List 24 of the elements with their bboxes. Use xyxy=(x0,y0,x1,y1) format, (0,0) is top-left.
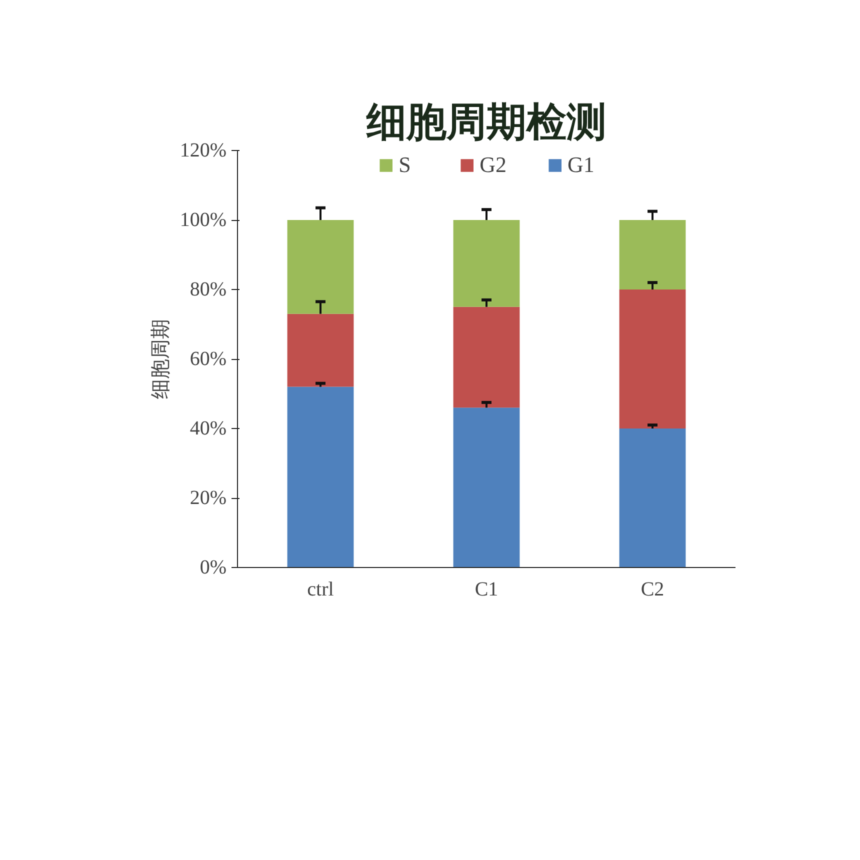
x-tick-label: ctrl xyxy=(307,578,334,600)
bar xyxy=(287,220,354,314)
chart-title: 细胞周期检测 xyxy=(366,100,606,146)
bar xyxy=(619,290,686,428)
bar xyxy=(453,220,520,307)
y-tick-label: 20% xyxy=(190,487,227,509)
bar xyxy=(453,306,520,408)
bar xyxy=(619,220,686,290)
x-tick-label: C1 xyxy=(474,578,498,600)
legend-label: G1 xyxy=(568,152,594,178)
y-tick-label: 40% xyxy=(190,418,227,440)
bar xyxy=(619,428,686,568)
bar xyxy=(287,386,354,568)
x-tick-label: C2 xyxy=(640,578,664,600)
bar xyxy=(287,314,354,387)
legend-label: S xyxy=(398,152,412,178)
y-tick-label: 120% xyxy=(180,140,227,162)
y-tick-label: 60% xyxy=(190,348,227,370)
y-axis-title: 细胞周期 xyxy=(150,319,172,399)
y-tick-label: 100% xyxy=(180,209,227,231)
bar xyxy=(453,408,520,568)
y-tick-label: 80% xyxy=(190,278,227,300)
legend-label: G2 xyxy=(480,152,506,178)
y-tick-label: 0% xyxy=(200,556,227,578)
